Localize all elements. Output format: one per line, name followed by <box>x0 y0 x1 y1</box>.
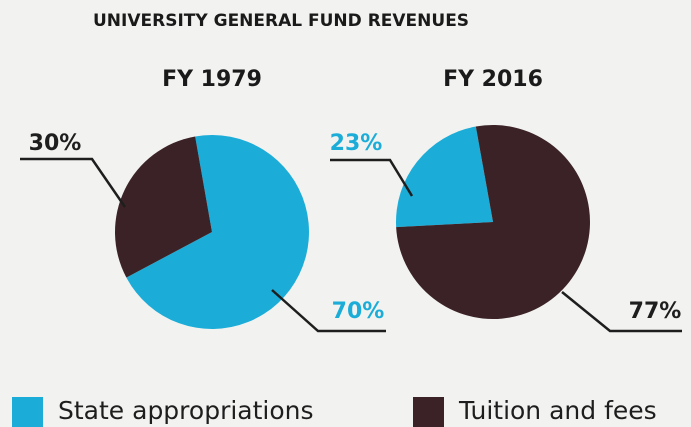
legend-label: State appropriations <box>58 396 314 425</box>
leader-line <box>20 157 127 208</box>
pie-slice <box>396 125 590 319</box>
legend-swatch <box>12 397 43 427</box>
value-label: 70% <box>332 299 385 324</box>
value-label: 23% <box>330 131 383 156</box>
leader-line <box>271 289 386 333</box>
pie-slice <box>396 126 493 228</box>
value-label: 77% <box>629 299 682 324</box>
page-title: UNIVERSITY GENERAL FUND REVENUES <box>93 11 469 31</box>
leader-line <box>561 291 682 333</box>
pie-title: FY 1979 <box>162 67 262 92</box>
pie-slice <box>126 134 309 329</box>
pie-slice <box>114 136 212 278</box>
value-label: 30% <box>29 131 82 156</box>
legend-swatch <box>413 397 444 427</box>
legend-label: Tuition and fees <box>458 396 657 425</box>
pie-title: FY 2016 <box>443 67 543 92</box>
leader-line <box>330 158 414 197</box>
